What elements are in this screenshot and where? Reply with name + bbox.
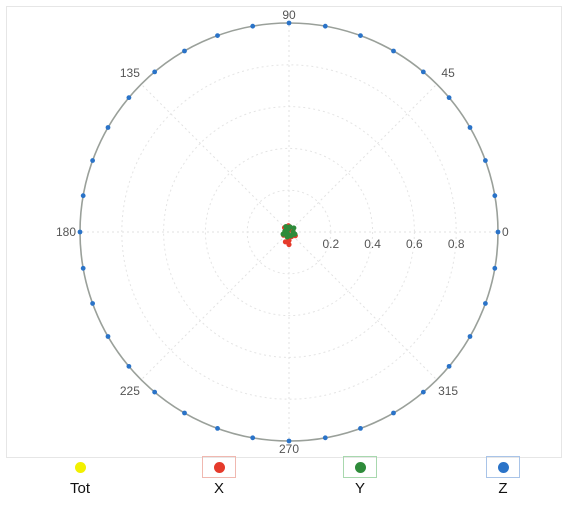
point-z-24 — [182, 410, 187, 416]
legend-dot-z — [497, 461, 509, 473]
legend-swatch-z — [486, 456, 520, 478]
legend-dot-y — [354, 461, 366, 473]
point-z-33 — [467, 334, 473, 339]
point-z-20 — [90, 301, 95, 306]
legend-swatch-y — [343, 456, 377, 478]
point-z-19 — [80, 265, 86, 271]
point-y-9 — [285, 226, 292, 232]
legend-item-z[interactable]: Z — [463, 456, 543, 497]
point-z-12 — [182, 48, 187, 54]
legend-swatch-x — [202, 456, 236, 478]
point-z-15 — [105, 125, 111, 130]
point-z-11 — [215, 33, 220, 38]
point-y-11 — [289, 232, 295, 238]
radial-tick-label-1: 0.4 — [364, 237, 381, 251]
point-z-25 — [215, 426, 220, 431]
grid-spoke-315 — [288, 231, 438, 381]
point-z-8 — [322, 23, 328, 29]
chart-frame — [6, 6, 562, 458]
angular-tick-label-225: 225 — [120, 384, 140, 398]
legend: Tot X Y Z — [0, 456, 568, 506]
grid-spoke-45 — [288, 83, 438, 233]
legend-dot-x — [213, 461, 225, 473]
legend-item-y[interactable]: Y — [320, 456, 400, 497]
point-z-28 — [322, 435, 328, 441]
point-z-7 — [358, 33, 363, 38]
radial-tick-label-2: 0.6 — [406, 237, 423, 251]
angular-tick-label-270: 270 — [279, 442, 299, 456]
point-z-29 — [358, 426, 363, 431]
angular-tick-label-135: 135 — [120, 66, 140, 80]
point-z-6 — [391, 48, 396, 54]
radial-tick-label-0: 0.2 — [322, 237, 339, 251]
point-z-13 — [152, 69, 158, 75]
point-z-17 — [80, 193, 86, 199]
legend-label-z: Z — [498, 480, 508, 497]
point-z-18 — [77, 229, 83, 235]
polar-chart: 0.2 0.4 0.6 0.8 0 45 90 135 180 225 315 270 — [56, 8, 509, 456]
point-z-26 — [250, 435, 256, 441]
angular-tick-label-0: 0 — [502, 225, 509, 239]
point-x-10 — [286, 241, 292, 248]
point-z-5 — [420, 69, 426, 75]
point-y-5 — [280, 231, 286, 237]
point-z-10 — [250, 23, 256, 29]
point-z-3 — [467, 125, 473, 130]
grid-circle-1 — [204, 147, 374, 317]
angular-tick-label-45: 45 — [441, 66, 455, 80]
grid-spoke-225 — [140, 231, 290, 381]
angular-tick-label-90: 90 — [282, 8, 296, 22]
legend-swatch-tot — [63, 456, 97, 478]
point-z-16 — [90, 158, 95, 163]
angular-tick-label-180: 180 — [56, 225, 76, 239]
legend-label-y: Y — [354, 480, 365, 497]
point-z-31 — [420, 389, 426, 395]
legend-label-tot: Tot — [69, 480, 90, 497]
point-z-1 — [492, 193, 498, 199]
legend-item-tot[interactable]: Tot — [40, 456, 120, 497]
legend-dot-tot — [74, 461, 86, 473]
angular-tick-label-315: 315 — [438, 384, 458, 398]
point-z-27 — [286, 438, 292, 444]
radial-tick-label-3: 0.8 — [448, 237, 465, 251]
point-x-11 — [282, 239, 289, 245]
grid-spoke-135 — [140, 83, 290, 233]
point-z-0 — [495, 229, 501, 235]
point-z-21 — [105, 334, 111, 339]
point-y-10 — [284, 230, 290, 236]
point-z-23 — [152, 389, 158, 395]
point-z-34 — [483, 301, 488, 306]
point-z-14 — [126, 95, 132, 101]
point-z-32 — [446, 363, 452, 369]
point-z-35 — [492, 265, 498, 271]
legend-label-x: X — [213, 480, 224, 497]
point-z-9 — [286, 20, 292, 26]
point-z-30 — [391, 410, 396, 416]
point-z-4 — [446, 95, 452, 101]
point-z-22 — [126, 363, 132, 369]
legend-item-x[interactable]: X — [179, 456, 259, 497]
point-z-2 — [483, 158, 488, 163]
grid-circle-3 — [121, 64, 457, 400]
